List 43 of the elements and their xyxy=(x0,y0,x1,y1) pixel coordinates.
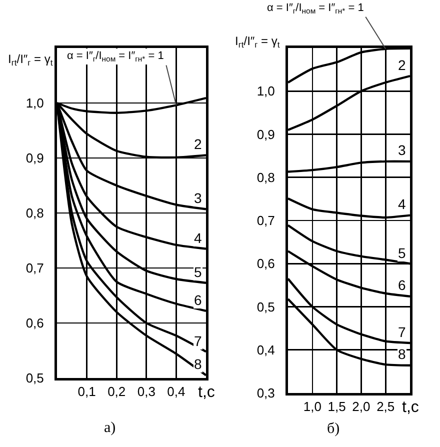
y-tick-label: 0,9 xyxy=(256,126,275,142)
text: α = I″$_{г}$/I$_{ном}$ = I″$_{гн*}$ = 1 xyxy=(67,50,164,64)
series-label: 4 xyxy=(194,230,202,246)
text: а) xyxy=(104,420,116,436)
series-label: 8 xyxy=(398,346,406,362)
series-label: 3 xyxy=(398,142,406,158)
text: б) xyxy=(327,421,340,437)
y-tick-label: 0,5 xyxy=(256,299,275,314)
x-tick-label: 1,5 xyxy=(328,399,346,414)
series-label: 8 xyxy=(194,356,202,372)
y-tick-label: 0,8 xyxy=(26,206,44,221)
x-axis-title: t,c xyxy=(198,384,215,401)
y-tick-label: 0,7 xyxy=(26,260,44,276)
y-tick-label: 0,6 xyxy=(26,316,44,331)
y-tick-label: 0,6 xyxy=(256,256,275,272)
x-tick-label: 2,0 xyxy=(352,399,370,414)
series-label: 2 xyxy=(398,57,406,73)
x-tick-label: 2,5 xyxy=(376,399,395,414)
series-label: 7 xyxy=(194,333,202,349)
y-axis-title: I$_{гt}$/I″$_{г}$ = γ$_{t}$ xyxy=(8,52,54,68)
series-label: 3 xyxy=(194,190,202,206)
y-tick-label: 0,7 xyxy=(256,213,275,228)
y-tick-label: 1,0 xyxy=(26,96,44,111)
x-tick-label: 0,3 xyxy=(137,384,156,400)
y-tick-label: 0,5 xyxy=(26,370,44,386)
y-tick-label: 0,8 xyxy=(256,170,275,185)
y-axis-title: I$_{гt}$/I″$_{г}$ = γ$_{t}$ xyxy=(235,34,280,50)
x-tick-label: 0,1 xyxy=(78,384,96,400)
series-label: 6 xyxy=(398,277,406,293)
x-tick-label: 0,2 xyxy=(108,384,126,400)
x-axis-title: t,c xyxy=(402,399,419,416)
y-tick-label: 0,4 xyxy=(256,342,275,358)
series-label: 7 xyxy=(398,324,406,340)
x-tick-label: 1,0 xyxy=(303,399,322,414)
x-tick-label: 0,4 xyxy=(167,384,186,400)
series-label: 5 xyxy=(194,264,202,280)
series-label: 2 xyxy=(194,136,202,152)
y-tick-label: 1,0 xyxy=(256,84,275,99)
series-label: 5 xyxy=(398,245,406,261)
text: α = I″$_{г}$/I$_{ном}$ = I″$_{гн*}$ = 1 xyxy=(267,2,364,16)
y-tick-label: 0,9 xyxy=(26,150,44,166)
series-label: 4 xyxy=(398,196,406,212)
series-label: 6 xyxy=(194,292,202,308)
